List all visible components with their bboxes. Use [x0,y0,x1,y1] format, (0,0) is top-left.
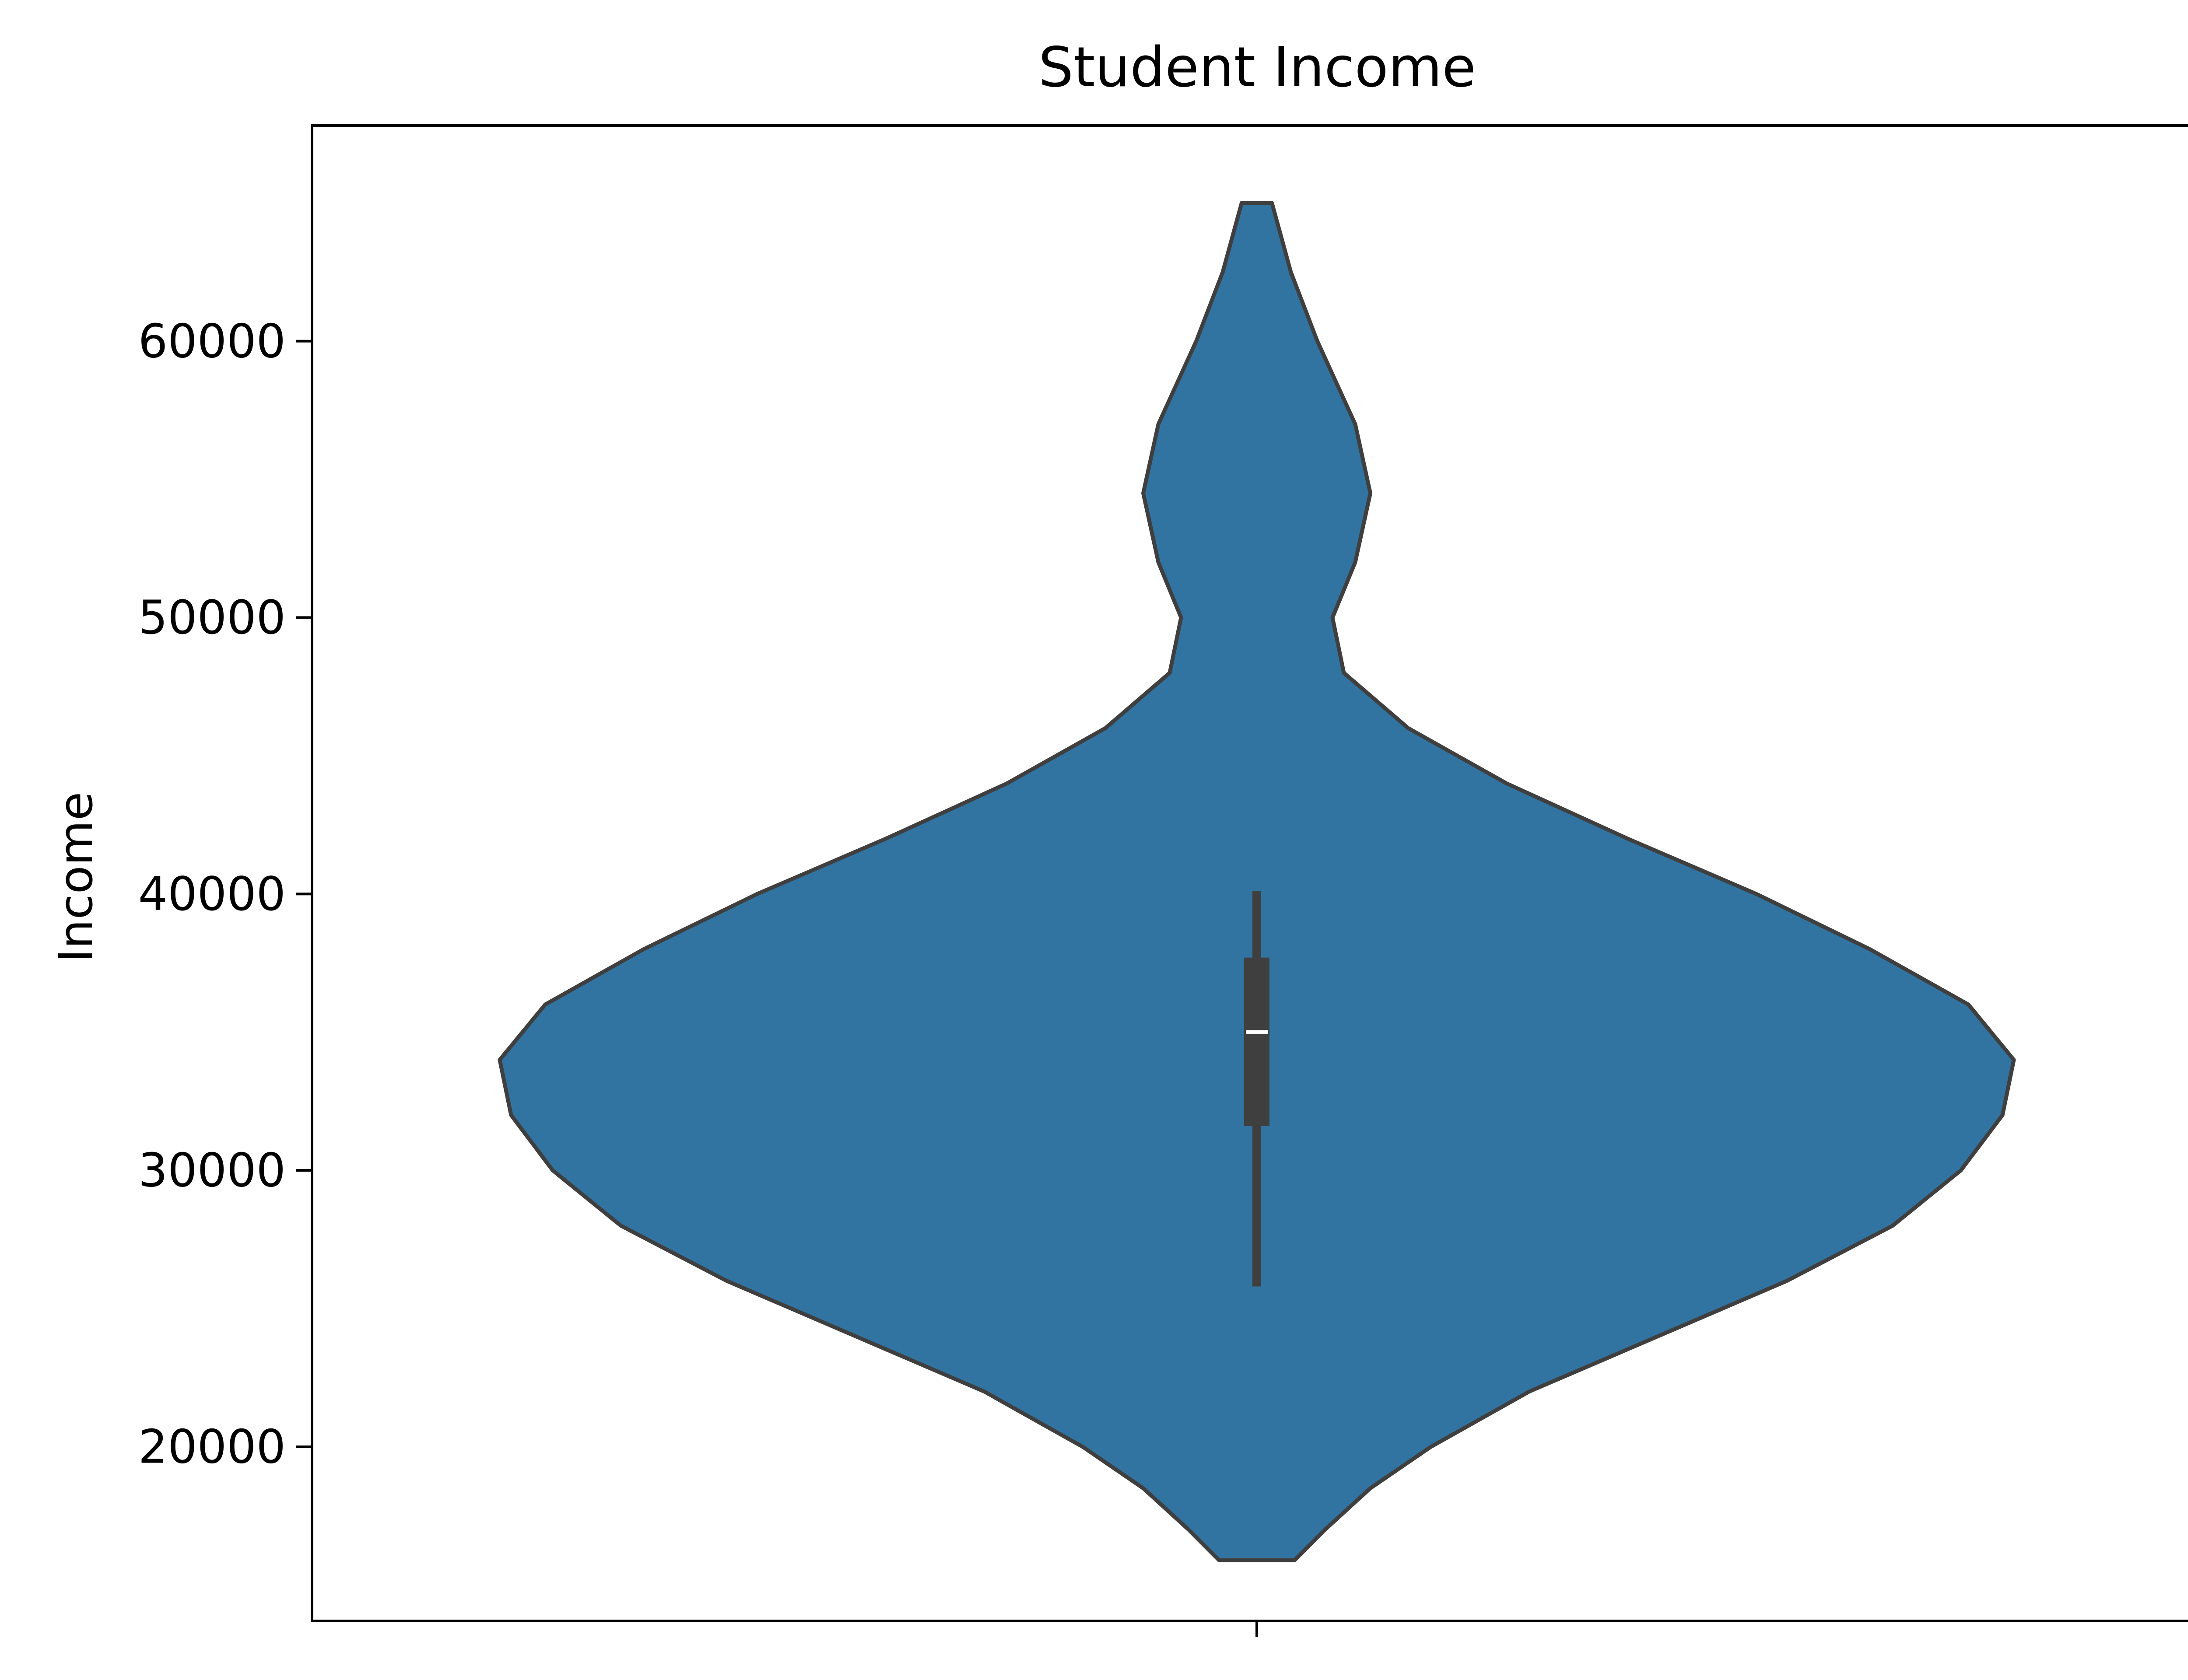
iqr-box [1244,957,1269,1127]
y-tick-label: 60000 [138,314,286,368]
violin-body [498,201,2016,1562]
y-tick-label: 20000 [138,1420,286,1474]
plot-area: 20000 30000 40000 50000 60000 [138,124,2188,1637]
chart-title: Student Income [1038,35,1476,99]
y-tick-label: 40000 [138,867,286,921]
y-tick-label: 30000 [138,1144,286,1197]
y-tick-label: 50000 [138,591,286,644]
y-axis-label: Income [49,792,103,962]
